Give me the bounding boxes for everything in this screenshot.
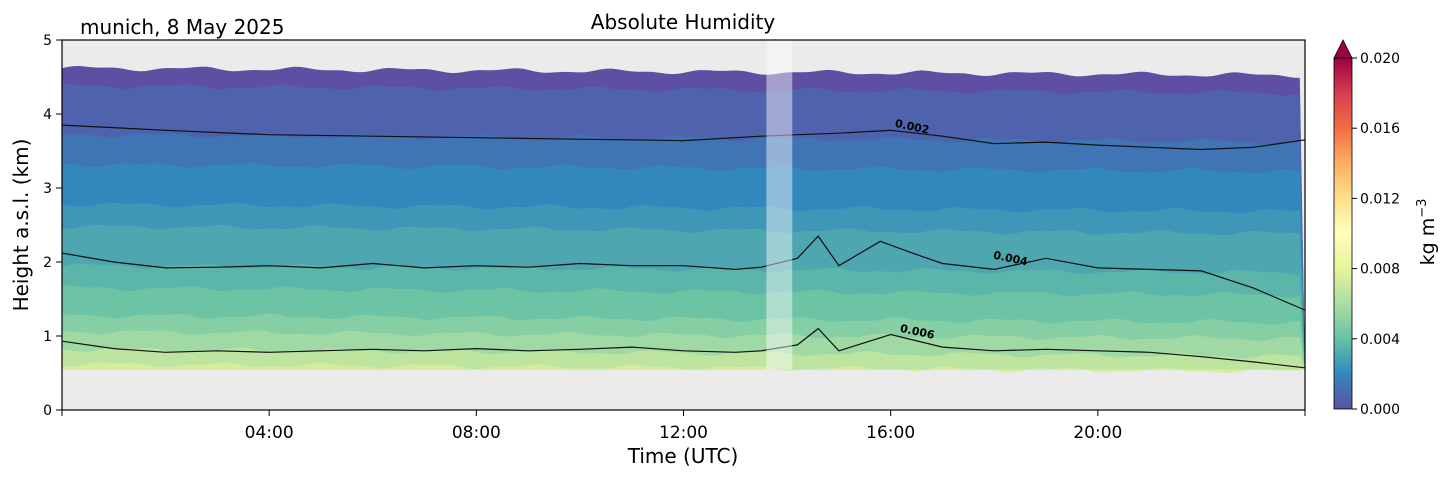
plot-area <box>62 40 1305 410</box>
colorbar-label-unit: kg m <box>1417 218 1439 266</box>
colorbar-tick-label: 0.020 <box>1360 51 1400 67</box>
colorbar-scale <box>1333 57 1353 410</box>
chart-title: Absolute Humidity <box>591 10 776 34</box>
x-tick-label: 12:00 <box>659 423 708 443</box>
location-date-label: munich, 8 May 2025 <box>80 15 284 39</box>
colorbar-tick-label: 0.000 <box>1360 402 1400 418</box>
humidity-band-11 <box>62 362 1305 373</box>
colorbar-label: kg m−3 <box>1415 199 1439 266</box>
humidity-band-10 <box>62 347 1305 370</box>
x-tick-label: 16:00 <box>866 423 915 443</box>
contour-line-0.002 <box>62 124 1305 151</box>
colorbar-label-exponent: −3 <box>1415 199 1430 218</box>
x-axis-label: Time (UTC) <box>627 444 739 468</box>
colorbar-ticks: 0.000 0.004 0.008 0.012 0.016 0.020 <box>1352 51 1400 418</box>
colorbar-tick-label: 0.004 <box>1360 332 1400 348</box>
x-tick-label: 04:00 <box>245 423 294 443</box>
x-tick-label: 20:00 <box>1073 423 1122 443</box>
y-axis-label: Height a.s.l. (km) <box>9 139 33 312</box>
y-tick-label: 4 <box>43 107 52 123</box>
y-tick-label: 0 <box>43 403 52 419</box>
colorbar-tick-label: 0.012 <box>1360 191 1400 207</box>
colorbar: 0.000 0.004 0.008 0.012 0.016 0.020 kg m−3 <box>1333 39 1439 418</box>
y-tick-label: 2 <box>43 255 52 271</box>
humidity-bands <box>62 66 1305 373</box>
y-tick-label: 3 <box>43 181 52 197</box>
x-tick-label: 08:00 <box>452 423 501 443</box>
y-axis: 0 1 2 3 4 5 <box>43 33 62 419</box>
colorbar-extend-arrow <box>1333 39 1353 59</box>
x-axis: 04:00 08:00 12:00 16:00 20:00 <box>61 410 1306 443</box>
colorbar-tick-label: 0.016 <box>1360 121 1400 137</box>
colorbar-tick-label: 0.008 <box>1360 262 1400 278</box>
contour-lines <box>62 124 1305 369</box>
y-tick-label: 5 <box>43 33 52 49</box>
contour-line-0.006 <box>62 327 1305 369</box>
contour-line-0.004 <box>62 235 1305 311</box>
y-tick-label: 1 <box>43 329 52 345</box>
data-gap-overlay <box>766 40 793 370</box>
